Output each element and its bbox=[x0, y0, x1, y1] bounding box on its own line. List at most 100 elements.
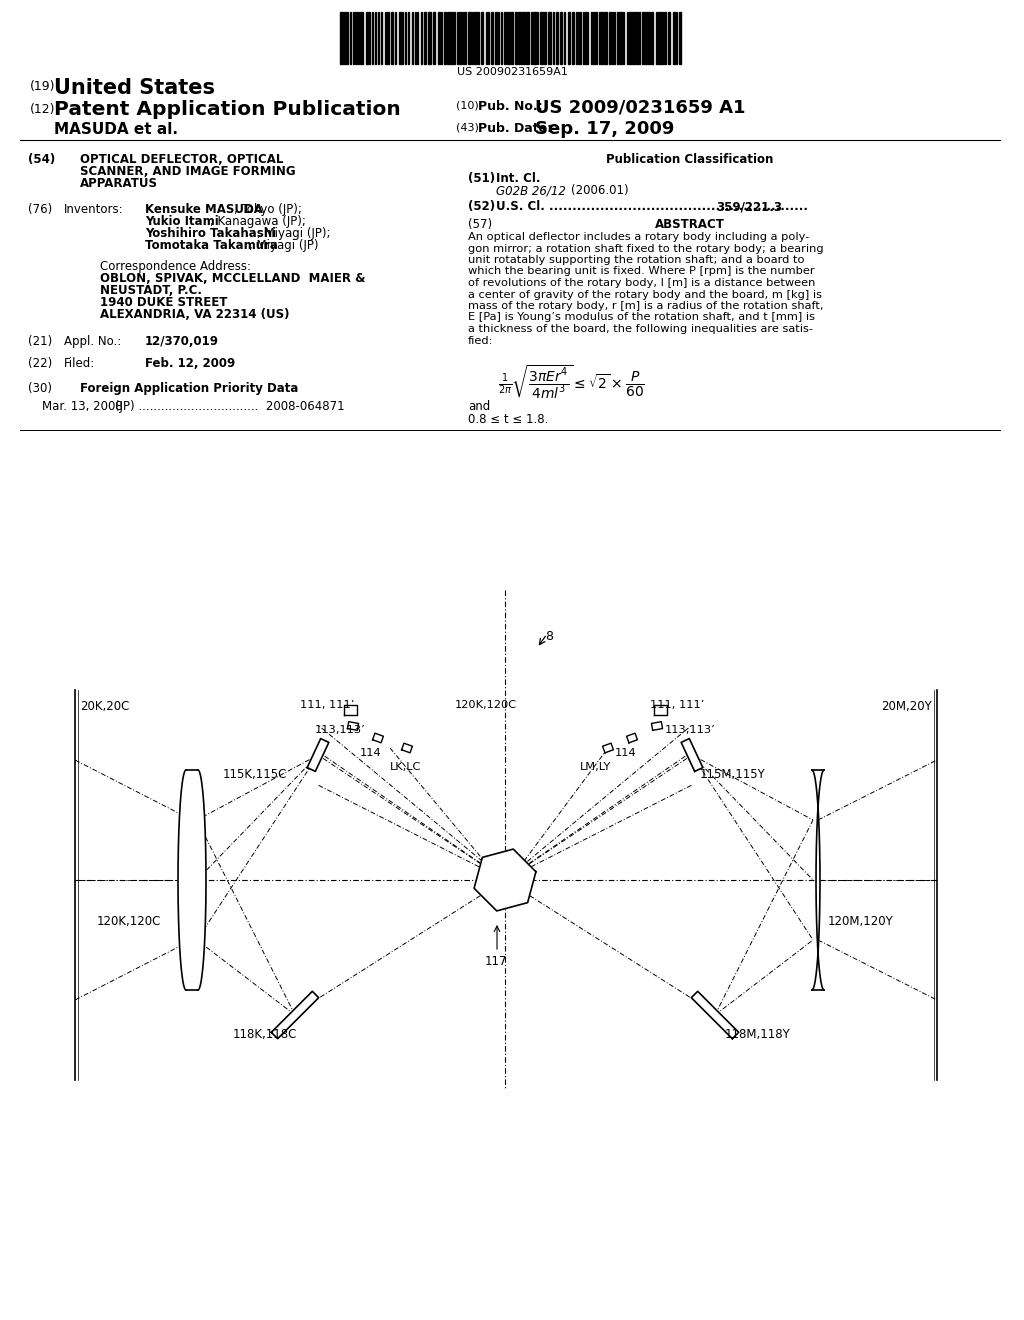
Text: 115K,115C: 115K,115C bbox=[223, 768, 288, 781]
Text: US 2009/0231659 A1: US 2009/0231659 A1 bbox=[535, 98, 745, 116]
Text: (52): (52) bbox=[468, 201, 496, 213]
Bar bbox=[507, 12, 510, 63]
Bar bbox=[658, 12, 660, 63]
Text: $\frac{1}{2\pi}\sqrt{\dfrac{3\pi Er^{4}}{4ml^{3}}} \leq \sqrt{2}\times\dfrac{P}{: $\frac{1}{2\pi}\sqrt{\dfrac{3\pi Er^{4}}… bbox=[498, 363, 645, 400]
Text: 114: 114 bbox=[360, 748, 382, 758]
Text: 118K,118C: 118K,118C bbox=[232, 1028, 297, 1041]
Text: Patent Application Publication: Patent Application Publication bbox=[54, 100, 400, 119]
Bar bbox=[560, 12, 562, 63]
Text: (19): (19) bbox=[30, 81, 55, 92]
Bar bbox=[585, 12, 588, 63]
Text: , Kanagawa (JP);: , Kanagawa (JP); bbox=[210, 215, 306, 228]
Bar bbox=[648, 12, 650, 63]
Bar bbox=[633, 12, 635, 63]
Bar bbox=[399, 12, 401, 63]
Text: (JP) ................................  2008-064871: (JP) ................................ 20… bbox=[115, 400, 345, 413]
Polygon shape bbox=[307, 739, 329, 771]
Text: 113,113’: 113,113’ bbox=[315, 725, 366, 735]
Text: a thickness of the board, the following inequalities are satis-: a thickness of the board, the following … bbox=[468, 323, 813, 334]
Bar bbox=[481, 12, 483, 63]
Text: 120K,120C: 120K,120C bbox=[455, 700, 517, 710]
Text: 20M,20Y: 20M,20Y bbox=[882, 700, 932, 713]
Bar bbox=[636, 12, 638, 63]
Bar bbox=[673, 12, 675, 63]
Text: Mar. 13, 2008: Mar. 13, 2008 bbox=[42, 400, 123, 413]
Text: Kensuke MASUDA: Kensuke MASUDA bbox=[145, 203, 263, 216]
Text: (54): (54) bbox=[28, 153, 55, 166]
Text: 111, 111’: 111, 111’ bbox=[650, 700, 705, 710]
Polygon shape bbox=[474, 849, 536, 911]
Text: unit rotatably supporting the rotation shaft; and a board to: unit rotatably supporting the rotation s… bbox=[468, 255, 805, 265]
Text: NEUSTADT, P.C.: NEUSTADT, P.C. bbox=[100, 284, 202, 297]
Text: , Tokyo (JP);: , Tokyo (JP); bbox=[234, 203, 302, 216]
Text: APPARATUS: APPARATUS bbox=[80, 177, 158, 190]
Bar bbox=[464, 12, 466, 63]
Text: Yukio Itami: Yukio Itami bbox=[145, 215, 219, 228]
Bar bbox=[540, 12, 543, 63]
Text: 111, 111’: 111, 111’ bbox=[300, 700, 354, 710]
Bar bbox=[544, 12, 546, 63]
Text: Filed:: Filed: bbox=[63, 356, 95, 370]
Polygon shape bbox=[401, 743, 413, 752]
Text: Correspondence Address:: Correspondence Address: bbox=[100, 260, 251, 273]
Bar bbox=[548, 12, 551, 63]
Text: (10): (10) bbox=[456, 100, 479, 110]
Bar bbox=[679, 12, 681, 63]
Bar bbox=[556, 12, 558, 63]
Text: Appl. No.:: Appl. No.: bbox=[63, 335, 121, 348]
Text: , Miyagi (JP);: , Miyagi (JP); bbox=[257, 227, 331, 240]
Text: Feb. 12, 2009: Feb. 12, 2009 bbox=[145, 356, 236, 370]
Text: G02B 26/12: G02B 26/12 bbox=[496, 183, 566, 197]
Text: 8: 8 bbox=[545, 630, 553, 643]
Text: (76): (76) bbox=[28, 203, 52, 216]
Bar bbox=[601, 12, 603, 63]
Bar bbox=[387, 12, 389, 63]
Bar bbox=[444, 12, 446, 63]
Bar bbox=[518, 12, 521, 63]
Bar bbox=[651, 12, 653, 63]
Polygon shape bbox=[681, 739, 702, 771]
Bar bbox=[474, 12, 476, 63]
Text: a center of gravity of the rotary body and the board, m [kg] is: a center of gravity of the rotary body a… bbox=[468, 289, 822, 300]
Text: which the bearing unit is fixed. Where P [rpm] is the number: which the bearing unit is fixed. Where P… bbox=[468, 267, 815, 276]
Bar bbox=[515, 12, 517, 63]
Bar bbox=[668, 12, 670, 63]
Text: MASUDA et al.: MASUDA et al. bbox=[54, 121, 178, 137]
Bar bbox=[447, 12, 449, 63]
Bar bbox=[568, 12, 570, 63]
Text: Int. Cl.: Int. Cl. bbox=[496, 172, 541, 185]
Polygon shape bbox=[653, 705, 667, 715]
Bar bbox=[361, 12, 362, 63]
Text: Inventors:: Inventors: bbox=[63, 203, 124, 216]
Text: ALEXANDRIA, VA 22314 (US): ALEXANDRIA, VA 22314 (US) bbox=[100, 308, 290, 321]
Bar bbox=[477, 12, 479, 63]
Text: Yoshihiro Takahashi: Yoshihiro Takahashi bbox=[145, 227, 276, 240]
Text: of revolutions of the rotary body, l [m] is a distance between: of revolutions of the rotary body, l [m]… bbox=[468, 279, 815, 288]
Text: OBLON, SPIVAK, MCCLELLAND  MAIER &: OBLON, SPIVAK, MCCLELLAND MAIER & bbox=[100, 272, 366, 285]
Text: OPTICAL DEFLECTOR, OPTICAL: OPTICAL DEFLECTOR, OPTICAL bbox=[80, 153, 284, 166]
Bar bbox=[428, 12, 431, 63]
Polygon shape bbox=[347, 722, 358, 730]
Bar bbox=[645, 12, 647, 63]
Text: 12/370,019: 12/370,019 bbox=[145, 335, 219, 348]
Polygon shape bbox=[602, 743, 613, 752]
Text: 115M,115Y: 115M,115Y bbox=[700, 768, 766, 781]
Text: 359/221.3: 359/221.3 bbox=[716, 201, 782, 213]
Text: 120M,120Y: 120M,120Y bbox=[828, 915, 894, 928]
Bar bbox=[609, 12, 611, 63]
Text: (30): (30) bbox=[28, 381, 52, 395]
Bar bbox=[459, 12, 461, 63]
Bar bbox=[468, 12, 471, 63]
Text: mass of the rotary body, r [m] is a radius of the rotation shaft,: mass of the rotary body, r [m] is a radi… bbox=[468, 301, 823, 312]
Text: U.S. Cl. ........................................................: U.S. Cl. ...............................… bbox=[496, 201, 808, 213]
Text: 118M,118Y: 118M,118Y bbox=[725, 1028, 791, 1041]
Text: (2006.01): (2006.01) bbox=[571, 183, 629, 197]
Text: (22): (22) bbox=[28, 356, 52, 370]
Text: 113,113’: 113,113’ bbox=[665, 725, 716, 735]
Bar bbox=[534, 12, 536, 63]
Bar bbox=[526, 12, 529, 63]
Polygon shape bbox=[178, 770, 206, 990]
Bar bbox=[572, 12, 574, 63]
Bar bbox=[391, 12, 393, 63]
Text: , Miyagi (JP): , Miyagi (JP) bbox=[249, 239, 318, 252]
